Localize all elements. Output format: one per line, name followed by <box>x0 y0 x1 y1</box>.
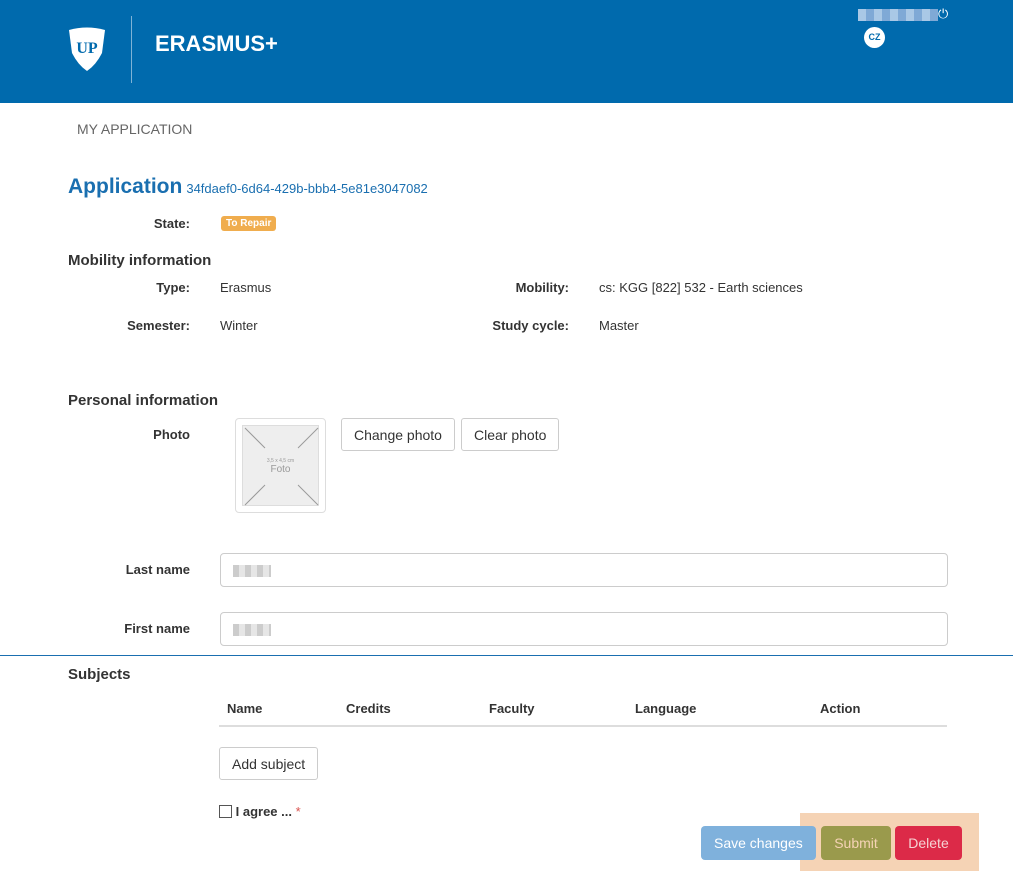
last-name-label: Last name <box>125 562 190 577</box>
status-badge: To Repair <box>221 216 277 231</box>
cycle-label: Study cycle: <box>492 318 569 333</box>
agree-row: I agree ... * <box>219 804 301 819</box>
submit-button[interactable]: Submit <box>821 826 891 860</box>
title-text: Application <box>68 175 183 198</box>
agree-label: I agree ... <box>235 804 292 819</box>
first-name-label: First name <box>124 621 190 636</box>
header: UP ERASMUS+ ⏻ CZ <box>0 0 1013 103</box>
column-name: Name <box>227 701 263 716</box>
photo-cross-icon <box>244 427 319 506</box>
redacted-value <box>233 565 271 577</box>
column-language: Language <box>635 701 697 716</box>
application-id: 34fdaef0-6d64-429b-bbb4-5e81e3047082 <box>186 181 428 196</box>
type-value: Erasmus <box>220 280 272 295</box>
mobility-label: Mobility: <box>515 280 569 295</box>
clear-photo-button[interactable]: Clear photo <box>461 418 560 451</box>
divider <box>131 16 132 83</box>
cycle-value: Master <box>599 318 639 333</box>
language-switch[interactable]: CZ <box>864 27 885 48</box>
table-header-border <box>219 725 947 727</box>
column-credits: Credits <box>346 701 391 716</box>
type-label: Type: <box>156 280 190 295</box>
semester-label: Semester: <box>127 318 190 333</box>
column-faculty: Faculty <box>489 701 535 716</box>
first-name-input[interactable] <box>220 612 948 646</box>
brand-title: ERASMUS+ <box>155 31 278 56</box>
required-marker: * <box>295 804 301 819</box>
mobility-heading: Mobility information <box>68 252 212 269</box>
save-changes-button[interactable]: Save changes <box>701 826 816 860</box>
nav-my-application[interactable]: MY APPLICATION <box>77 121 193 137</box>
svg-text:UP: UP <box>76 40 98 57</box>
photo-placeholder: 3,5 x 4,5 cm Foto <box>242 425 319 506</box>
divider <box>0 655 1013 656</box>
change-photo-button[interactable]: Change photo <box>341 418 455 451</box>
subjects-heading: Subjects <box>68 666 131 683</box>
delete-button[interactable]: Delete <box>895 826 962 860</box>
university-logo[interactable]: UP <box>66 27 108 72</box>
state-label: State: <box>153 216 190 231</box>
column-action: Action <box>820 701 861 716</box>
page-title: Application 34fdaef0-6d64-429b-bbb4-5e81e… <box>68 175 428 199</box>
power-icon[interactable]: ⏻ <box>938 6 949 21</box>
redacted-value <box>233 624 271 636</box>
semester-value: Winter <box>220 318 258 333</box>
mobility-value: cs: KGG [822] 532 - Earth sciences <box>599 280 803 295</box>
photo-text: Foto <box>270 464 291 475</box>
personal-heading: Personal information <box>68 392 219 409</box>
add-subject-button[interactable]: Add subject <box>219 747 319 780</box>
photo-size: 3,5 x 4,5 cm <box>266 458 295 464</box>
user-name[interactable] <box>858 9 938 21</box>
photo-label: Photo <box>153 427 190 442</box>
agree-checkbox[interactable] <box>219 805 232 818</box>
photo-frame: 3,5 x 4,5 cm Foto <box>235 418 326 513</box>
last-name-input[interactable] <box>220 553 948 587</box>
